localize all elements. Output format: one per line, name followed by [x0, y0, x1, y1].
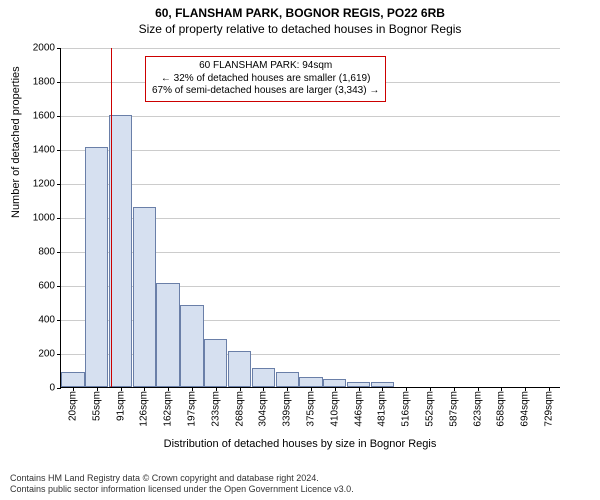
bar: [180, 305, 203, 387]
ytick-mark: [57, 218, 61, 219]
xtick-label: 375sqm: [306, 391, 317, 427]
xtick-label: 587sqm: [448, 391, 459, 427]
annotation-line-1: 60 FLANSHAM PARK: 94sqm: [152, 60, 379, 73]
xtick-label: 197sqm: [186, 391, 197, 427]
bar: [276, 372, 299, 387]
chart-title-line1: 60, FLANSHAM PARK, BOGNOR REGIS, PO22 6R…: [0, 0, 600, 20]
ytick-mark: [57, 286, 61, 287]
xtick-label: 481sqm: [377, 391, 388, 427]
xtick-label: 55sqm: [91, 391, 102, 421]
ytick-mark: [57, 354, 61, 355]
y-axis-label: Number of detached properties: [10, 66, 22, 218]
ytick-label: 1000: [33, 213, 55, 224]
bar: [109, 115, 132, 387]
xtick-label: 516sqm: [401, 391, 412, 427]
xtick-label: 268sqm: [234, 391, 245, 427]
xtick-label: 446sqm: [353, 391, 364, 427]
xtick-label: 694sqm: [520, 391, 531, 427]
annotation-line-3: 67% of semi-detached houses are larger (…: [152, 85, 379, 98]
ytick-mark: [57, 82, 61, 83]
plot-area: 020040060080010001200140016001800200020s…: [60, 48, 560, 388]
marker-line: [111, 48, 112, 387]
bar: [133, 207, 156, 387]
annotation-box: 60 FLANSHAM PARK: 94sqm ← 32% of detache…: [145, 56, 386, 102]
bar: [61, 372, 84, 387]
xtick-label: 410sqm: [329, 391, 340, 427]
xtick-label: 729sqm: [544, 391, 555, 427]
footer: Contains HM Land Registry data © Crown c…: [10, 473, 354, 496]
gridline: [61, 116, 560, 117]
xtick-label: 304sqm: [258, 391, 269, 427]
ytick-label: 1800: [33, 77, 55, 88]
ytick-label: 1400: [33, 145, 55, 156]
bar: [299, 377, 322, 387]
ytick-label: 2000: [33, 43, 55, 54]
xtick-label: 162sqm: [163, 391, 174, 427]
bar: [323, 379, 346, 388]
annotation-line-2: ← 32% of detached houses are smaller (1,…: [152, 73, 379, 86]
chart-container: 60, FLANSHAM PARK, BOGNOR REGIS, PO22 6R…: [0, 0, 600, 500]
ytick-mark: [57, 388, 61, 389]
xtick-label: 658sqm: [496, 391, 507, 427]
gridline: [61, 48, 560, 49]
xtick-label: 126sqm: [139, 391, 150, 427]
xtick-label: 339sqm: [282, 391, 293, 427]
xtick-label: 91sqm: [115, 391, 126, 421]
ytick-mark: [57, 150, 61, 151]
footer-line-1: Contains HM Land Registry data © Crown c…: [10, 473, 354, 485]
xtick-label: 552sqm: [425, 391, 436, 427]
ytick-mark: [57, 252, 61, 253]
ytick-label: 600: [38, 281, 55, 292]
xtick-label: 233sqm: [210, 391, 221, 427]
bar: [156, 283, 179, 387]
gridline: [61, 184, 560, 185]
ytick-label: 0: [49, 383, 55, 394]
ytick-mark: [57, 184, 61, 185]
bar: [228, 351, 251, 387]
gridline: [61, 150, 560, 151]
bar: [204, 339, 227, 387]
xtick-label: 20sqm: [67, 391, 78, 421]
x-axis-label: Distribution of detached houses by size …: [0, 438, 600, 450]
ytick-label: 1200: [33, 179, 55, 190]
bar: [85, 147, 108, 387]
ytick-label: 1600: [33, 111, 55, 122]
ytick-label: 400: [38, 315, 55, 326]
chart-title-line2: Size of property relative to detached ho…: [0, 20, 600, 36]
ytick-label: 200: [38, 349, 55, 360]
bar: [252, 368, 275, 387]
ytick-mark: [57, 48, 61, 49]
footer-line-2: Contains public sector information licen…: [10, 484, 354, 496]
ytick-label: 800: [38, 247, 55, 258]
xtick-label: 623sqm: [472, 391, 483, 427]
ytick-mark: [57, 116, 61, 117]
ytick-mark: [57, 320, 61, 321]
